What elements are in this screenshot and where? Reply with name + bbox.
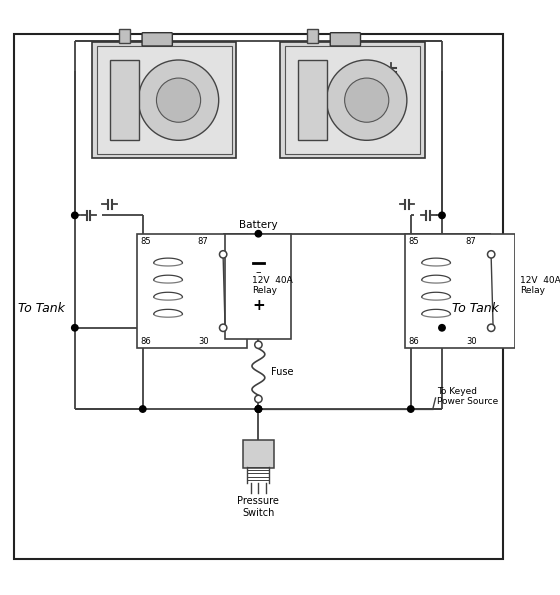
Circle shape [255, 406, 262, 412]
Text: 87: 87 [466, 237, 477, 246]
Text: +: + [252, 298, 265, 313]
Bar [137, 234, 248, 349]
Circle shape [72, 212, 78, 218]
Bar [97, 46, 232, 154]
Circle shape [255, 406, 262, 412]
Text: Fuse: Fuse [271, 367, 294, 377]
Circle shape [220, 324, 227, 331]
Bar [110, 60, 139, 140]
Circle shape [408, 406, 414, 412]
Circle shape [344, 78, 389, 122]
Circle shape [255, 230, 262, 237]
Circle shape [488, 250, 495, 258]
Text: 86: 86 [408, 337, 419, 346]
Text: 30: 30 [466, 337, 477, 346]
Circle shape [255, 395, 262, 403]
FancyBboxPatch shape [330, 33, 361, 46]
Text: 87: 87 [198, 237, 208, 246]
FancyBboxPatch shape [92, 42, 236, 158]
Text: 12V  40A
Relay: 12V 40A Relay [252, 275, 293, 295]
Circle shape [326, 60, 407, 140]
FancyBboxPatch shape [281, 42, 424, 158]
Bar [225, 234, 291, 339]
Text: 12V  40A
Relay: 12V 40A Relay [520, 275, 560, 295]
Bar [405, 234, 515, 349]
FancyBboxPatch shape [243, 440, 274, 468]
Circle shape [255, 406, 262, 412]
Circle shape [156, 78, 200, 122]
Text: To Tank: To Tank [451, 302, 498, 315]
Circle shape [255, 341, 262, 349]
Text: Battery: Battery [239, 220, 278, 230]
Circle shape [138, 60, 219, 140]
Text: 85: 85 [408, 237, 419, 246]
Circle shape [220, 250, 227, 258]
Text: Pressure
Switch: Pressure Switch [237, 496, 279, 518]
Circle shape [488, 324, 495, 331]
Bar [119, 29, 130, 43]
Circle shape [439, 325, 445, 331]
Circle shape [72, 325, 78, 331]
Text: 85: 85 [140, 237, 151, 246]
Text: 86: 86 [140, 337, 151, 346]
Bar [285, 46, 420, 154]
Bar [298, 60, 327, 140]
FancyBboxPatch shape [142, 33, 172, 46]
Text: To Keyed
Power Source: To Keyed Power Source [437, 387, 498, 406]
Text: To Tank: To Tank [18, 302, 65, 315]
Bar [307, 29, 318, 43]
Text: 30: 30 [198, 337, 208, 346]
Circle shape [439, 212, 445, 218]
Text: –: – [255, 268, 261, 277]
Circle shape [139, 406, 146, 412]
